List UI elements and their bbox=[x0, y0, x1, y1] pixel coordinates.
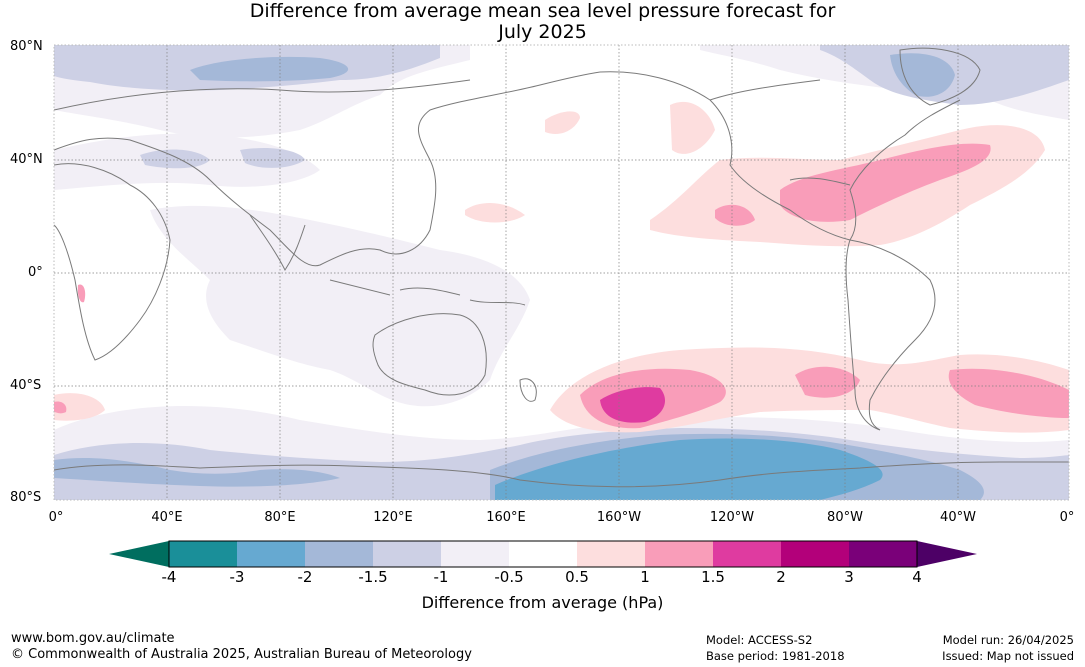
lon-label: 80°W bbox=[827, 510, 863, 525]
colorbar-tick-label: 4 bbox=[912, 568, 922, 586]
colorbar bbox=[109, 540, 977, 568]
footer-model: Model: ACCESS-S2 bbox=[706, 633, 813, 647]
lat-label-40s: 40°S bbox=[10, 378, 42, 393]
colorbar-tick-label: 1.5 bbox=[701, 568, 725, 586]
colorbar-bin bbox=[305, 541, 373, 567]
lon-label: 0° bbox=[1059, 510, 1075, 525]
negative-anomaly-areas bbox=[54, 45, 1069, 500]
lat-label-80n: 80°N bbox=[10, 39, 43, 54]
colorbar-bin bbox=[577, 541, 645, 567]
colorbar-bin bbox=[781, 541, 849, 567]
lon-label: 120°E bbox=[373, 510, 413, 525]
map-title-line1: Difference from average mean sea level p… bbox=[249, 0, 836, 22]
lon-label: 0° bbox=[48, 510, 64, 525]
colorbar-bin bbox=[713, 541, 781, 567]
footer-issued: Issued: Map not issued bbox=[942, 649, 1074, 663]
colorbar-bin bbox=[509, 541, 577, 567]
footer-website: www.bom.gov.au/climate bbox=[11, 631, 175, 646]
colorbar-bin bbox=[849, 541, 917, 567]
lat-label-40n: 40°N bbox=[10, 152, 43, 167]
colorbar-tick-label: 2 bbox=[776, 568, 786, 586]
lon-label: 120°W bbox=[709, 510, 755, 525]
lon-label: 160°W bbox=[596, 510, 642, 525]
colorbar-bin bbox=[441, 541, 509, 567]
gridlines bbox=[54, 45, 1069, 500]
colorbar-bin bbox=[373, 541, 441, 567]
coastlines bbox=[53, 47, 1069, 488]
lon-label: 40°E bbox=[151, 510, 183, 525]
colorbar-bin bbox=[645, 541, 713, 567]
colorbar-label: Difference from average (hPa) bbox=[421, 593, 664, 612]
colorbar-tick-label: -0.5 bbox=[494, 568, 524, 586]
colorbar-tick-label: -2 bbox=[297, 568, 313, 586]
colorbar-tick-label: 0.5 bbox=[565, 568, 589, 586]
colorbar-tick-label: -1 bbox=[433, 568, 449, 586]
colorbar-bin bbox=[169, 541, 237, 567]
colorbar-tick-label: -1.5 bbox=[358, 568, 388, 586]
lon-label: 80°E bbox=[264, 510, 296, 525]
colorbar-bin bbox=[237, 541, 305, 567]
colorbar-tick-label: -4 bbox=[161, 568, 177, 586]
lon-label: 160°E bbox=[486, 510, 526, 525]
footer-base-period: Base period: 1981-2018 bbox=[706, 649, 845, 663]
footer-copyright: © Commonwealth of Australia 2025, Austra… bbox=[11, 647, 472, 662]
colorbar-below-min bbox=[109, 541, 169, 567]
colorbar-above-max bbox=[917, 541, 977, 567]
colorbar-tick-label: 3 bbox=[844, 568, 854, 586]
lon-label: 40°W bbox=[940, 510, 976, 525]
map-frame bbox=[53, 44, 1070, 501]
positive-anomaly-areas bbox=[54, 101, 1069, 433]
colorbar-tick-label: -3 bbox=[229, 568, 245, 586]
colorbar-tick-label: 1 bbox=[640, 568, 650, 586]
lat-label-80s: 80°S bbox=[10, 490, 42, 505]
footer-model-run: Model run: 26/04/2025 bbox=[942, 633, 1074, 647]
lat-label-0: 0° bbox=[28, 265, 43, 280]
map-title-line2: July 2025 bbox=[498, 21, 587, 43]
